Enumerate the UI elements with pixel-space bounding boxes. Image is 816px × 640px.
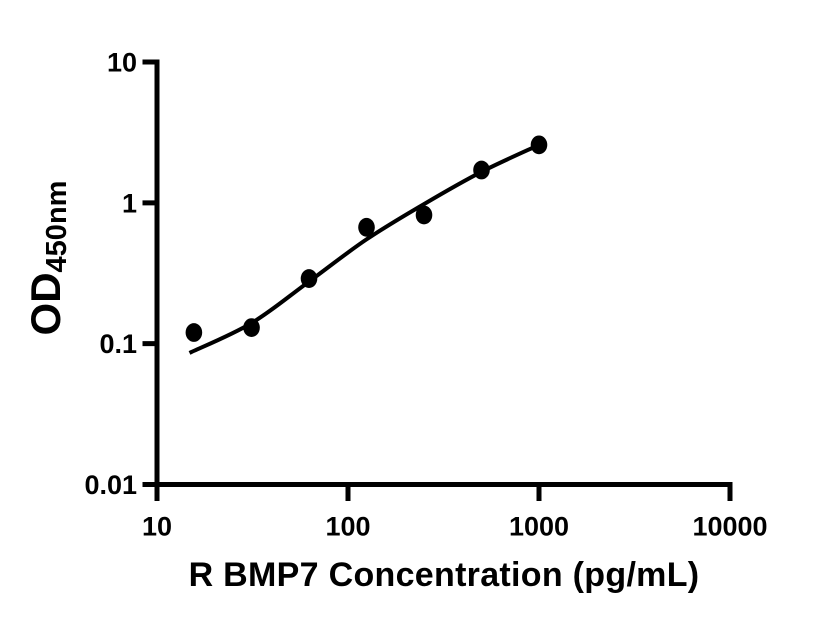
y-tick-label: 10 [107, 48, 137, 78]
data-point-marker [243, 318, 260, 338]
y-axis-title-subscript: 450nm [41, 180, 73, 273]
data-point-marker [300, 269, 318, 288]
x-axis-title: R BMP7 Concentration (pg/mL) [188, 556, 700, 594]
y-axis-title-main: OD [22, 272, 69, 336]
x-tick-label: 1000 [509, 512, 569, 542]
data-point-marker [530, 135, 548, 155]
x-tick-label: 100 [325, 512, 370, 542]
x-tick-label: 10000 [692, 512, 767, 542]
data-point-marker [358, 217, 375, 237]
y-tick-label: 1 [122, 188, 137, 218]
x-tick-label: 10 [142, 512, 172, 542]
data-point-marker [185, 323, 203, 342]
y-tick-label: 0.01 [84, 470, 137, 500]
y-axis-title: OD450nm [22, 181, 73, 336]
data-point-marker [473, 160, 490, 180]
data-point-marker [415, 205, 433, 225]
y-tick-label: 0.1 [99, 329, 137, 359]
